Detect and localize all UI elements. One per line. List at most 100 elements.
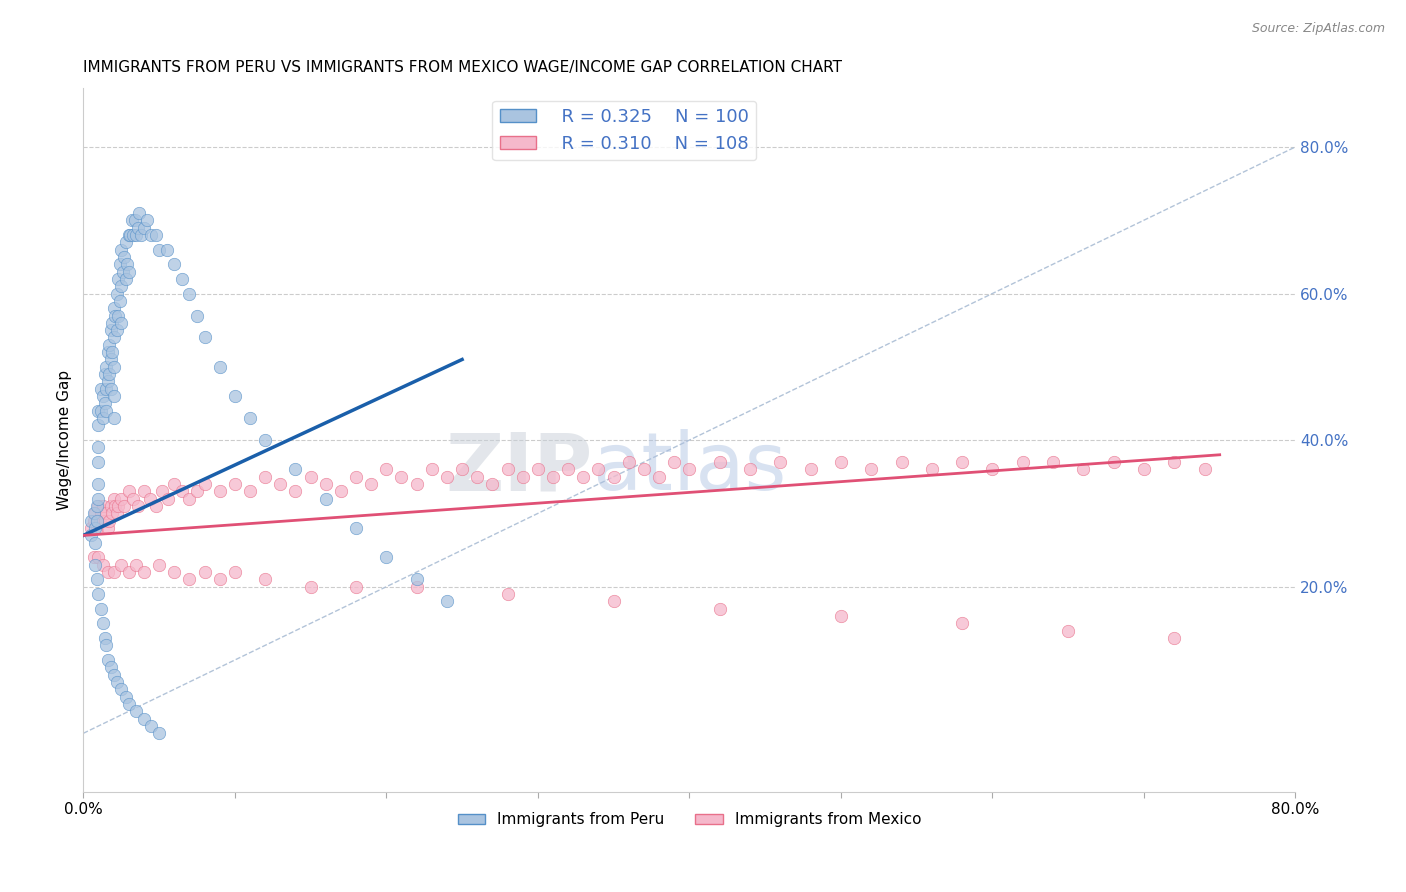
Point: [84, 521, 107, 535]
Point: [541, 469, 564, 483]
Point: [87, 550, 110, 565]
Point: [91, 558, 114, 572]
Point: [254, 573, 277, 587]
Point: [118, 264, 141, 278]
Point: [87, 404, 110, 418]
Point: [114, 690, 136, 704]
Point: [344, 469, 367, 483]
Point: [98, 367, 121, 381]
Point: [120, 227, 142, 242]
Point: [86, 573, 108, 587]
Point: [981, 462, 1004, 476]
Point: [105, 286, 128, 301]
Point: [921, 462, 943, 476]
Point: [110, 279, 132, 293]
Point: [890, 455, 912, 469]
Point: [103, 411, 125, 425]
Point: [769, 455, 792, 469]
Point: [148, 243, 170, 257]
Point: [93, 396, 115, 410]
Point: [136, 213, 159, 227]
Point: [110, 316, 132, 330]
Point: [179, 286, 201, 301]
Text: Source: ZipAtlas.com: Source: ZipAtlas.com: [1251, 22, 1385, 36]
Point: [84, 558, 107, 572]
Point: [329, 484, 352, 499]
Point: [110, 558, 132, 572]
Point: [101, 507, 124, 521]
Point: [141, 227, 163, 242]
Point: [239, 411, 262, 425]
Point: [163, 257, 186, 271]
Point: [132, 220, 155, 235]
Point: [145, 499, 167, 513]
Point: [118, 484, 141, 499]
Point: [1011, 455, 1033, 469]
Point: [107, 309, 129, 323]
Point: [118, 565, 141, 579]
Point: [738, 462, 761, 476]
Point: [103, 359, 125, 374]
Point: [128, 206, 150, 220]
Point: [132, 484, 155, 499]
Point: [1102, 455, 1125, 469]
Y-axis label: Wage/Income Gap: Wage/Income Gap: [58, 370, 72, 510]
Point: [98, 338, 121, 352]
Point: [163, 477, 186, 491]
Point: [90, 404, 112, 418]
Point: [91, 389, 114, 403]
Point: [1163, 455, 1185, 469]
Point: [83, 507, 105, 521]
Point: [512, 469, 534, 483]
Point: [132, 712, 155, 726]
Point: [91, 616, 114, 631]
Point: [80, 521, 103, 535]
Point: [1133, 462, 1156, 476]
Point: [90, 601, 112, 615]
Point: [315, 491, 337, 506]
Point: [121, 213, 143, 227]
Point: [405, 477, 427, 491]
Point: [89, 514, 111, 528]
Point: [132, 565, 155, 579]
Point: [110, 491, 132, 506]
Point: [111, 264, 134, 278]
Point: [465, 469, 488, 483]
Point: [108, 293, 131, 308]
Point: [103, 330, 125, 344]
Point: [239, 484, 262, 499]
Point: [107, 272, 129, 286]
Point: [588, 462, 610, 476]
Point: [375, 462, 398, 476]
Point: [101, 316, 124, 330]
Point: [129, 227, 152, 242]
Point: [360, 477, 382, 491]
Point: [950, 616, 973, 631]
Point: [208, 359, 231, 374]
Point: [299, 580, 322, 594]
Point: [375, 550, 398, 565]
Point: [108, 257, 131, 271]
Point: [83, 550, 105, 565]
Point: [93, 631, 115, 645]
Point: [105, 507, 128, 521]
Point: [1057, 624, 1080, 638]
Point: [100, 352, 122, 367]
Point: [139, 491, 162, 506]
Point: [115, 257, 138, 271]
Point: [284, 462, 307, 476]
Point: [110, 243, 132, 257]
Point: [94, 507, 117, 521]
Point: [127, 220, 149, 235]
Point: [122, 227, 145, 242]
Point: [125, 227, 148, 242]
Point: [405, 580, 427, 594]
Point: [103, 491, 125, 506]
Point: [94, 382, 117, 396]
Point: [91, 411, 114, 425]
Point: [156, 243, 179, 257]
Point: [86, 514, 108, 528]
Point: [100, 660, 122, 674]
Point: [80, 514, 103, 528]
Point: [141, 719, 163, 733]
